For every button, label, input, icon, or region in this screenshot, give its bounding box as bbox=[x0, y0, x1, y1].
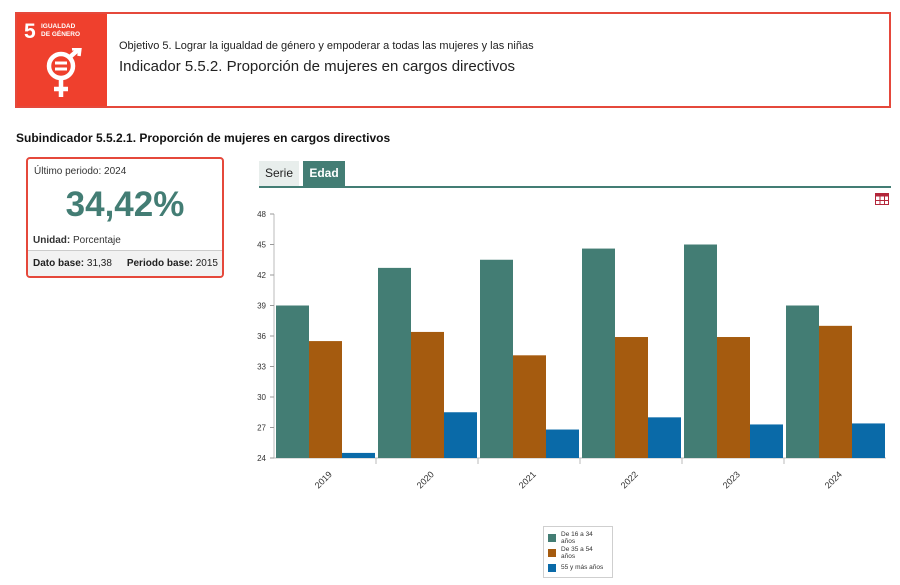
y-tick-label: 24 bbox=[257, 454, 266, 463]
legend-item[interactable]: De 35 a 54 años bbox=[548, 545, 608, 560]
x-tick-label: 2024 bbox=[823, 469, 844, 490]
base-period: Periodo base: 2015 bbox=[127, 258, 218, 269]
bar bbox=[786, 305, 819, 458]
bar bbox=[309, 341, 342, 458]
y-tick-label: 42 bbox=[257, 271, 266, 280]
legend-swatch bbox=[548, 533, 556, 542]
card-footer: Dato base: 31,38 Periodo base: 2015 bbox=[28, 250, 222, 276]
base-period-value: 2015 bbox=[195, 258, 218, 269]
y-tick-label: 30 bbox=[257, 393, 266, 402]
chart-legend: De 16 a 34 años De 35 a 54 años 55 y más… bbox=[543, 526, 613, 578]
bar bbox=[750, 424, 783, 458]
bar bbox=[852, 423, 885, 458]
subindicator-title: Subindicador 5.5.2.1. Proporción de muje… bbox=[16, 131, 391, 145]
legend-label: De 16 a 34 años bbox=[561, 530, 593, 545]
bar bbox=[546, 429, 579, 458]
bar bbox=[411, 331, 444, 458]
tab-edad[interactable]: Edad bbox=[303, 161, 345, 186]
bar bbox=[276, 305, 309, 458]
sdg-name-line2: DE GÉNERO bbox=[41, 31, 81, 38]
bar bbox=[378, 267, 411, 458]
age-bar-chart: 24 27 30 33 36 39 42 45 48 2019 2020 2021 2022 2023 20… bbox=[257, 210, 886, 490]
legend-swatch bbox=[548, 563, 556, 572]
last-period: Último periodo: 2024 bbox=[34, 166, 126, 177]
legend-swatch bbox=[548, 548, 556, 557]
x-tick-label: 2019 bbox=[313, 469, 334, 490]
last-period-label: Último periodo: bbox=[34, 166, 102, 177]
bar bbox=[342, 452, 375, 458]
sdg-name-line1: IGUALDAD bbox=[41, 23, 76, 30]
chart-tabs: Serie Edad bbox=[259, 161, 891, 188]
base-data: Dato base: 31,38 bbox=[33, 258, 112, 269]
indicator-header: 5 IGUALDAD DE GÉNERO Objetivo 5. Lograr … bbox=[15, 12, 891, 108]
unit-label: Unidad: bbox=[33, 235, 71, 246]
unit: Unidad: Porcentaje bbox=[33, 235, 121, 246]
x-tick-label: 2022 bbox=[619, 469, 640, 490]
bar bbox=[480, 259, 513, 458]
x-tick-label: 2023 bbox=[721, 469, 742, 490]
sdg-5-badge: 5 IGUALDAD DE GÉNERO bbox=[17, 14, 107, 106]
legend-item[interactable]: 55 y más años bbox=[548, 560, 608, 575]
y-tick-label: 39 bbox=[257, 302, 266, 311]
table-icon[interactable] bbox=[875, 193, 889, 205]
x-tick-label: 2021 bbox=[517, 469, 538, 490]
bar bbox=[513, 355, 546, 458]
bar bbox=[819, 325, 852, 458]
legend-label: De 35 a 54 años bbox=[561, 545, 593, 560]
bar bbox=[684, 244, 717, 458]
unit-value: Porcentaje bbox=[73, 235, 121, 246]
bar bbox=[615, 337, 648, 458]
bar bbox=[582, 248, 615, 458]
y-tick-label: 33 bbox=[257, 363, 266, 372]
gender-equality-icon bbox=[46, 48, 82, 97]
bar bbox=[648, 417, 681, 458]
legend-item[interactable]: De 16 a 34 años bbox=[548, 530, 608, 545]
bar bbox=[717, 337, 750, 458]
bar bbox=[444, 412, 477, 458]
indicator-title: Indicador 5.5.2. Proporción de mujeres e… bbox=[119, 58, 516, 75]
base-data-label: Dato base: bbox=[33, 258, 85, 269]
indicator-value: 34,42% bbox=[65, 185, 185, 224]
y-tick-label: 27 bbox=[257, 424, 266, 433]
summary-card: Último periodo: 2024 34,42% Unidad: Porc… bbox=[26, 157, 224, 278]
tab-serie[interactable]: Serie bbox=[259, 161, 299, 186]
y-tick-label: 36 bbox=[257, 332, 266, 341]
y-tick-label: 48 bbox=[257, 210, 266, 219]
x-tick-label: 2020 bbox=[415, 469, 436, 490]
objective-text: Objetivo 5. Lograr la igualdad de género… bbox=[119, 40, 534, 52]
base-period-label: Periodo base: bbox=[126, 258, 193, 269]
y-tick-label: 45 bbox=[257, 241, 266, 250]
sdg-number: 5 bbox=[24, 20, 36, 43]
base-data-value: 31,38 bbox=[86, 258, 112, 269]
legend-label: 55 y más años bbox=[561, 564, 604, 571]
last-period-value: 2024 bbox=[104, 166, 127, 177]
sdg-name: IGUALDAD DE GÉNERO bbox=[41, 23, 81, 39]
